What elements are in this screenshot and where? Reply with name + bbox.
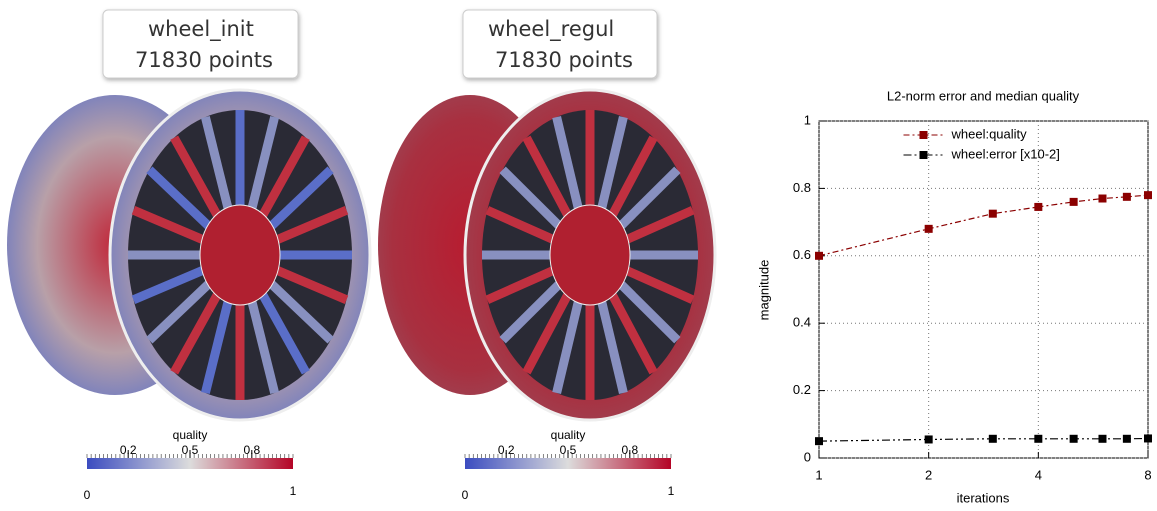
data-point [1122,434,1131,443]
colorbar-label: quality [551,428,586,442]
legend-marker [919,151,928,159]
legend-label: wheel:error [x10-2] [951,146,1060,161]
x-tick-label: 2 [925,467,932,482]
chart-title: L2-norm error and median quality [887,88,1080,103]
panel-name: wheel_regul [488,17,614,42]
colorbar [87,458,293,469]
colorbar-tick-label: 0.2 [498,443,515,457]
data-point [1098,194,1107,203]
colorbar-min-label: 0 [84,488,91,502]
plot-frame [818,120,1149,459]
x-tick-label: 1 [815,467,822,482]
series-line [818,194,1149,257]
colorbar-tick-label: 0.2 [120,443,137,457]
colorbar-tick-label: 0.5 [182,443,199,457]
colorbar-max-label: 1 [290,484,297,498]
legend-marker [919,131,928,139]
data-point [1098,434,1107,443]
colorbar-max-label: 1 [668,484,675,498]
x-tick-label: 8 [1144,467,1151,482]
label-box-bg [102,9,299,79]
data-point [924,224,933,233]
label-box-bg [462,9,658,79]
label-box: wheel_regul 71830 points [462,9,658,79]
data-point [988,434,997,443]
y-tick-label: 0.8 [793,180,811,195]
data-point [815,437,823,446]
y-tick-label: 0.6 [793,247,811,262]
colorbar-tick-label: 0.8 [621,443,638,457]
colorbar-label: quality [173,428,208,442]
data-point [1144,191,1152,200]
data-point [924,435,933,444]
data-point [1034,434,1043,443]
data-point [1144,434,1152,443]
hub [549,204,631,306]
data-point [1122,192,1131,201]
data-point [988,209,997,218]
colorbar [465,458,671,469]
hub [199,204,281,306]
data-point [1034,202,1043,211]
y-tick-label: 1 [804,112,811,127]
panel-points: 71830 points [495,48,633,72]
y-tick-label: 0.4 [793,315,811,330]
colorbar-min-label: 0 [462,488,469,502]
series-line [818,437,1149,442]
x-tick-label: 4 [1035,467,1042,482]
y-axis-label: magnitude [756,260,771,321]
panel-name: wheel_init [148,17,254,42]
data-point [1069,434,1078,443]
y-tick-label: 0 [804,449,811,464]
wheel-renders [7,88,717,422]
x-axis-label: iterations [957,490,1010,505]
colorbar-tick-label: 0.5 [560,443,577,457]
label-box: wheel_init 71830 points [102,9,299,79]
y-tick-label: 0.2 [793,382,811,397]
legend-label: wheel:quality [951,126,1028,141]
colorbar-tick-label: 0.8 [243,443,260,457]
panel-points: 71830 points [135,48,273,72]
data-point [1069,197,1078,206]
data-point [815,251,823,260]
